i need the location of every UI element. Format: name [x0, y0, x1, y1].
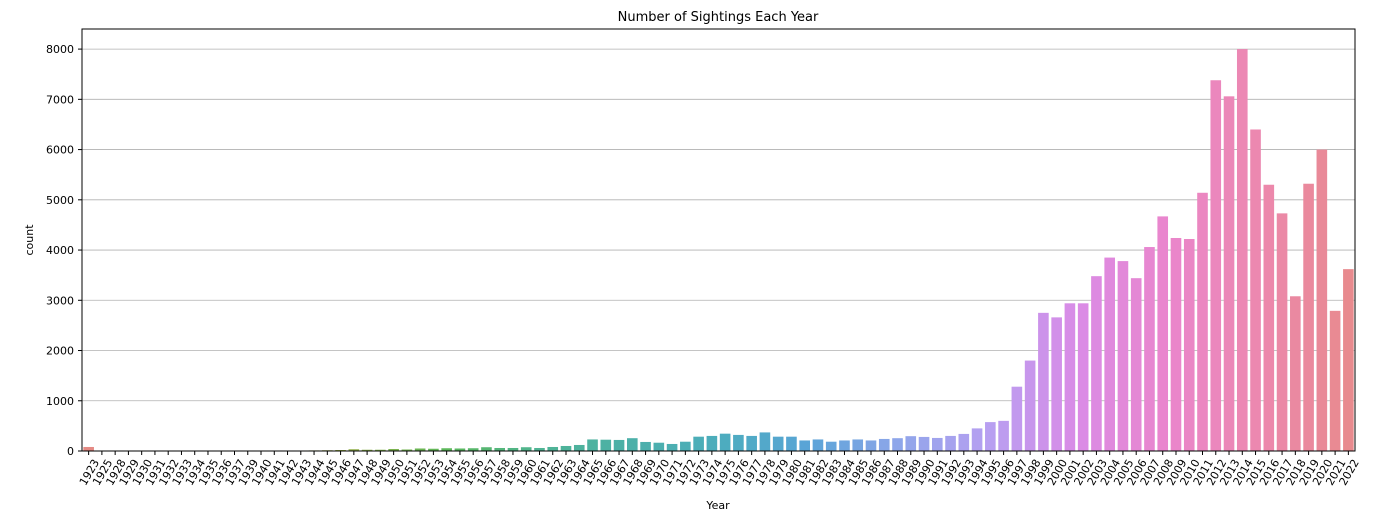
grid-lines [82, 48, 1355, 452]
bar [1011, 386, 1023, 451]
bar [733, 434, 744, 451]
bar [83, 446, 94, 451]
bar [1091, 276, 1102, 451]
bar [1170, 237, 1182, 451]
bar [1197, 192, 1208, 451]
bar [680, 441, 691, 451]
bar [945, 435, 956, 451]
bar [1223, 96, 1235, 451]
bar [520, 447, 532, 451]
bar [1104, 257, 1115, 451]
bar [812, 439, 824, 451]
bar [560, 445, 572, 451]
y-tick-label: 7000 [46, 93, 74, 106]
bar [481, 447, 492, 451]
bar [613, 439, 625, 451]
y-axis-label: count [23, 224, 36, 256]
bar [1117, 261, 1129, 451]
chart-title: Number of Sightings Each Year [618, 10, 819, 25]
bar [1210, 80, 1222, 452]
bar [600, 439, 612, 451]
bar [1290, 296, 1301, 451]
bar [1343, 269, 1354, 451]
y-tick-label: 4000 [46, 244, 74, 257]
bar [799, 440, 810, 451]
bar [1276, 213, 1288, 451]
bar [998, 420, 1009, 451]
y-tick-label: 5000 [46, 194, 74, 207]
bar [985, 422, 996, 451]
bar [375, 449, 386, 451]
bar [441, 448, 452, 451]
y-tick-label: 8000 [46, 43, 74, 56]
bar [547, 446, 559, 451]
y-tick-label: 6000 [46, 144, 74, 157]
y-tick-label: 1000 [46, 395, 74, 408]
bar [1077, 303, 1089, 451]
bar [1303, 183, 1314, 452]
bar [507, 447, 519, 451]
y-axis-ticks: 0 1000 2000 3000 4000 5000 6000 7000 8000 [46, 43, 82, 458]
bar [825, 441, 837, 451]
bar [1144, 247, 1155, 451]
bar [1183, 239, 1195, 451]
bar [1263, 184, 1275, 452]
bar [1250, 129, 1261, 452]
bar [401, 449, 413, 451]
bar [1051, 317, 1062, 451]
bar [931, 437, 943, 451]
y-tick-label: 3000 [46, 294, 74, 307]
bar [640, 441, 651, 451]
bar [428, 448, 439, 451]
y-tick-label: 0 [67, 445, 74, 458]
bar [759, 432, 771, 451]
bar [719, 433, 731, 451]
bars [83, 49, 1354, 452]
bar [918, 436, 930, 451]
bar [388, 448, 399, 451]
bar [892, 438, 903, 451]
bar [494, 447, 506, 451]
bar [693, 436, 704, 451]
plot-frame [81, 28, 1356, 452]
bar [1024, 360, 1036, 451]
bar [587, 439, 598, 451]
bar [772, 436, 784, 451]
bar [958, 433, 970, 451]
bar [1130, 278, 1142, 451]
bar [1038, 312, 1049, 451]
bar [454, 448, 466, 451]
bar [348, 449, 360, 451]
bar [706, 435, 718, 451]
bar [361, 449, 373, 451]
bar [666, 443, 678, 451]
bar [1329, 310, 1341, 451]
bar [786, 436, 797, 451]
bar [653, 442, 665, 451]
bar [865, 440, 877, 451]
bar [839, 440, 850, 451]
bar [467, 448, 479, 451]
x-axis-ticks: 1923192519281929193019311932193319341935… [77, 451, 1362, 488]
bar [414, 448, 426, 451]
bar [627, 438, 638, 451]
bar [971, 428, 983, 451]
bar [1157, 216, 1169, 451]
bar [746, 435, 757, 451]
bar [573, 444, 585, 451]
bar [1236, 49, 1248, 451]
x-axis-label: Year [705, 499, 730, 512]
y-tick-label: 2000 [46, 345, 74, 358]
bar [852, 439, 864, 451]
bar [534, 447, 545, 451]
bar [1316, 149, 1328, 451]
bar [905, 436, 917, 451]
bar [1064, 303, 1076, 451]
bar [878, 438, 890, 451]
